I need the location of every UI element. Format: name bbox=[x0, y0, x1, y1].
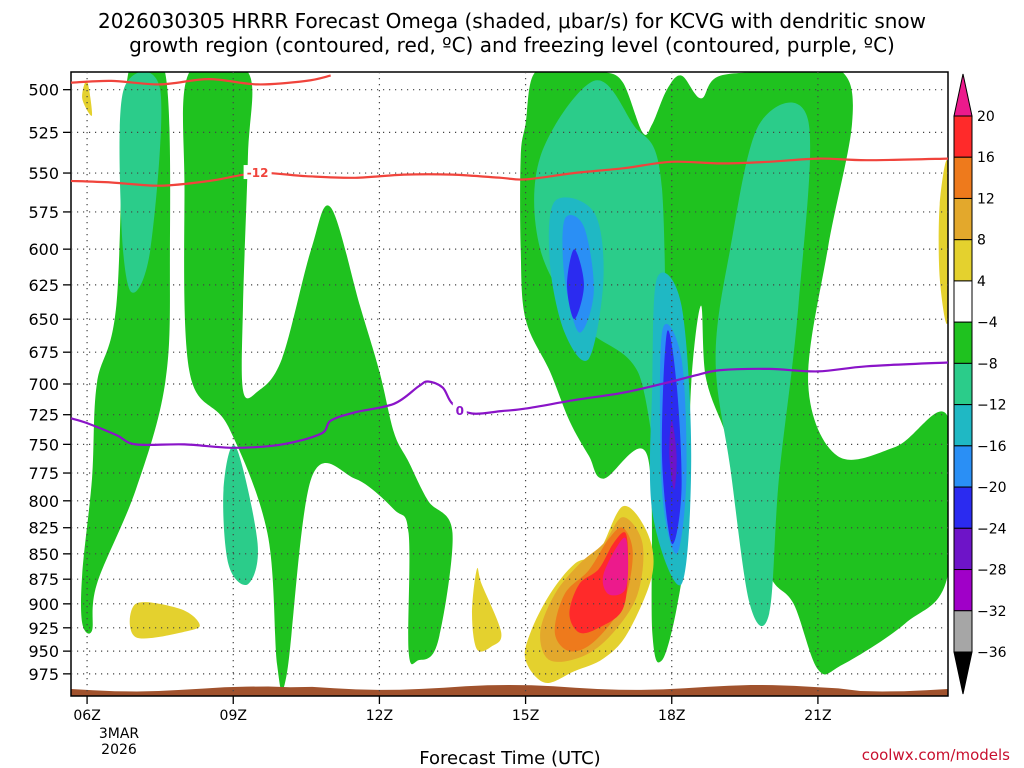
colorbar-swatch bbox=[953, 197, 973, 241]
y-tick-label: 675 bbox=[28, 343, 59, 362]
y-tick-label: 825 bbox=[28, 519, 59, 538]
colorbar: 20 16 12 8 4 −4 −8 −12 −16 −20 −24 −28 −32 −36 bbox=[953, 73, 1007, 695]
y-tick-label: 875 bbox=[28, 570, 59, 589]
omega-region-1 bbox=[182, 72, 453, 691]
colorbar-swatch bbox=[953, 610, 973, 653]
contour-line-1 bbox=[70, 74, 331, 86]
y-tick-label: 950 bbox=[28, 642, 59, 661]
y-tick-label: 500 bbox=[28, 81, 59, 100]
contour-label-bg bbox=[452, 403, 467, 418]
contour-line-0 bbox=[70, 157, 949, 187]
colorbar-label: −12 bbox=[977, 398, 1007, 414]
omega-region-5 bbox=[119, 72, 162, 293]
colorbar-label: 12 bbox=[977, 191, 995, 207]
x-tick-label: 09Z bbox=[220, 708, 247, 724]
colorbar-label: −32 bbox=[977, 604, 1007, 620]
colorbar-label: 16 bbox=[977, 150, 995, 166]
shaded-omega-layer bbox=[71, 72, 948, 696]
colorbar-label: −8 bbox=[977, 356, 998, 372]
contour-lines: -12 0 bbox=[70, 74, 949, 449]
plot-area bbox=[70, 71, 949, 697]
y-tick-label: 575 bbox=[28, 203, 59, 222]
y-axis: 500 525 550 575 600 625 650 675 700 725 750 775 800 8… bbox=[28, 81, 71, 684]
surface-terrain bbox=[71, 685, 948, 696]
y-tick-label: 850 bbox=[28, 545, 59, 564]
x-axis-label: Forecast Time (UTC) bbox=[419, 748, 600, 768]
y-tick-label: 975 bbox=[28, 665, 59, 684]
y-tick-label: 625 bbox=[28, 276, 59, 295]
contour-label-freezing: 0 bbox=[456, 404, 464, 418]
colorbar-label: 4 bbox=[977, 274, 986, 290]
y-tick-label: 550 bbox=[28, 164, 59, 183]
colorbar-label: 20 bbox=[977, 109, 995, 125]
chart-title-line-1: 2026030305 HRRR Forecast Omega (shaded, … bbox=[98, 9, 926, 33]
omega-region-16 bbox=[129, 602, 200, 639]
colorbar-swatch bbox=[953, 280, 973, 323]
contour-label-snow-growth: -12 bbox=[247, 166, 269, 180]
omega-region-15 bbox=[472, 567, 502, 652]
colorbar-swatch bbox=[953, 362, 973, 406]
colorbar-label: 8 bbox=[977, 233, 986, 249]
y-tick-label: 650 bbox=[28, 310, 59, 329]
colorbar-swatch bbox=[953, 321, 973, 364]
colorbar-bottom-arrow bbox=[953, 651, 973, 695]
colorbar-label: −28 bbox=[977, 563, 1007, 579]
y-tick-label: 700 bbox=[28, 375, 59, 394]
omega-region-17 bbox=[82, 80, 93, 116]
credit-link[interactable]: coolwx.com/models bbox=[862, 746, 1010, 764]
contour-line-2 bbox=[70, 361, 949, 449]
date-label-day: 3MAR bbox=[99, 726, 140, 742]
y-tick-label: 525 bbox=[28, 123, 59, 142]
grid-lines bbox=[71, 72, 948, 696]
x-tick-label: 21Z bbox=[804, 708, 831, 724]
colorbar-top-arrow bbox=[953, 73, 973, 117]
colorbar-label: −36 bbox=[977, 645, 1007, 661]
omega-region-22 bbox=[602, 537, 629, 596]
y-tick-label: 925 bbox=[28, 619, 59, 638]
x-tick-label: 06Z bbox=[73, 708, 100, 724]
omega-region-18 bbox=[938, 160, 948, 324]
colorbar-label: −16 bbox=[977, 439, 1007, 455]
x-axis: 06Z 09Z 12Z 15Z 18Z 21Z bbox=[73, 696, 832, 724]
omega-region-4 bbox=[715, 102, 811, 627]
y-tick-label: 600 bbox=[28, 240, 59, 259]
colorbar-swatch bbox=[953, 239, 973, 282]
colorbar-label: −20 bbox=[977, 480, 1007, 496]
colorbar-swatch bbox=[953, 445, 973, 488]
chart-title-line-2: growth region (contoured, red, ºC) and f… bbox=[129, 33, 895, 57]
y-tick-label: 725 bbox=[28, 406, 59, 425]
contour-label-bg bbox=[243, 165, 272, 180]
colorbar-swatch bbox=[953, 115, 973, 158]
y-tick-label: 775 bbox=[28, 464, 59, 483]
colorbar-swatch bbox=[953, 569, 973, 612]
colorbar-label: −4 bbox=[977, 315, 998, 331]
date-label-year: 2026 bbox=[101, 742, 137, 758]
colorbar-swatch bbox=[953, 486, 973, 529]
colorbar-swatch bbox=[953, 156, 973, 199]
colorbar-swatch bbox=[953, 404, 973, 447]
x-tick-label: 12Z bbox=[366, 708, 393, 724]
y-tick-label: 900 bbox=[28, 595, 59, 614]
colorbar-label: −24 bbox=[977, 521, 1007, 537]
x-tick-label: 18Z bbox=[658, 708, 685, 724]
omega-region-11 bbox=[567, 249, 584, 320]
x-tick-label: 15Z bbox=[512, 708, 539, 724]
colorbar-swatch bbox=[953, 527, 973, 571]
y-tick-label: 750 bbox=[28, 435, 59, 454]
y-tick-label: 800 bbox=[28, 492, 59, 511]
omega-region-6 bbox=[223, 445, 258, 585]
